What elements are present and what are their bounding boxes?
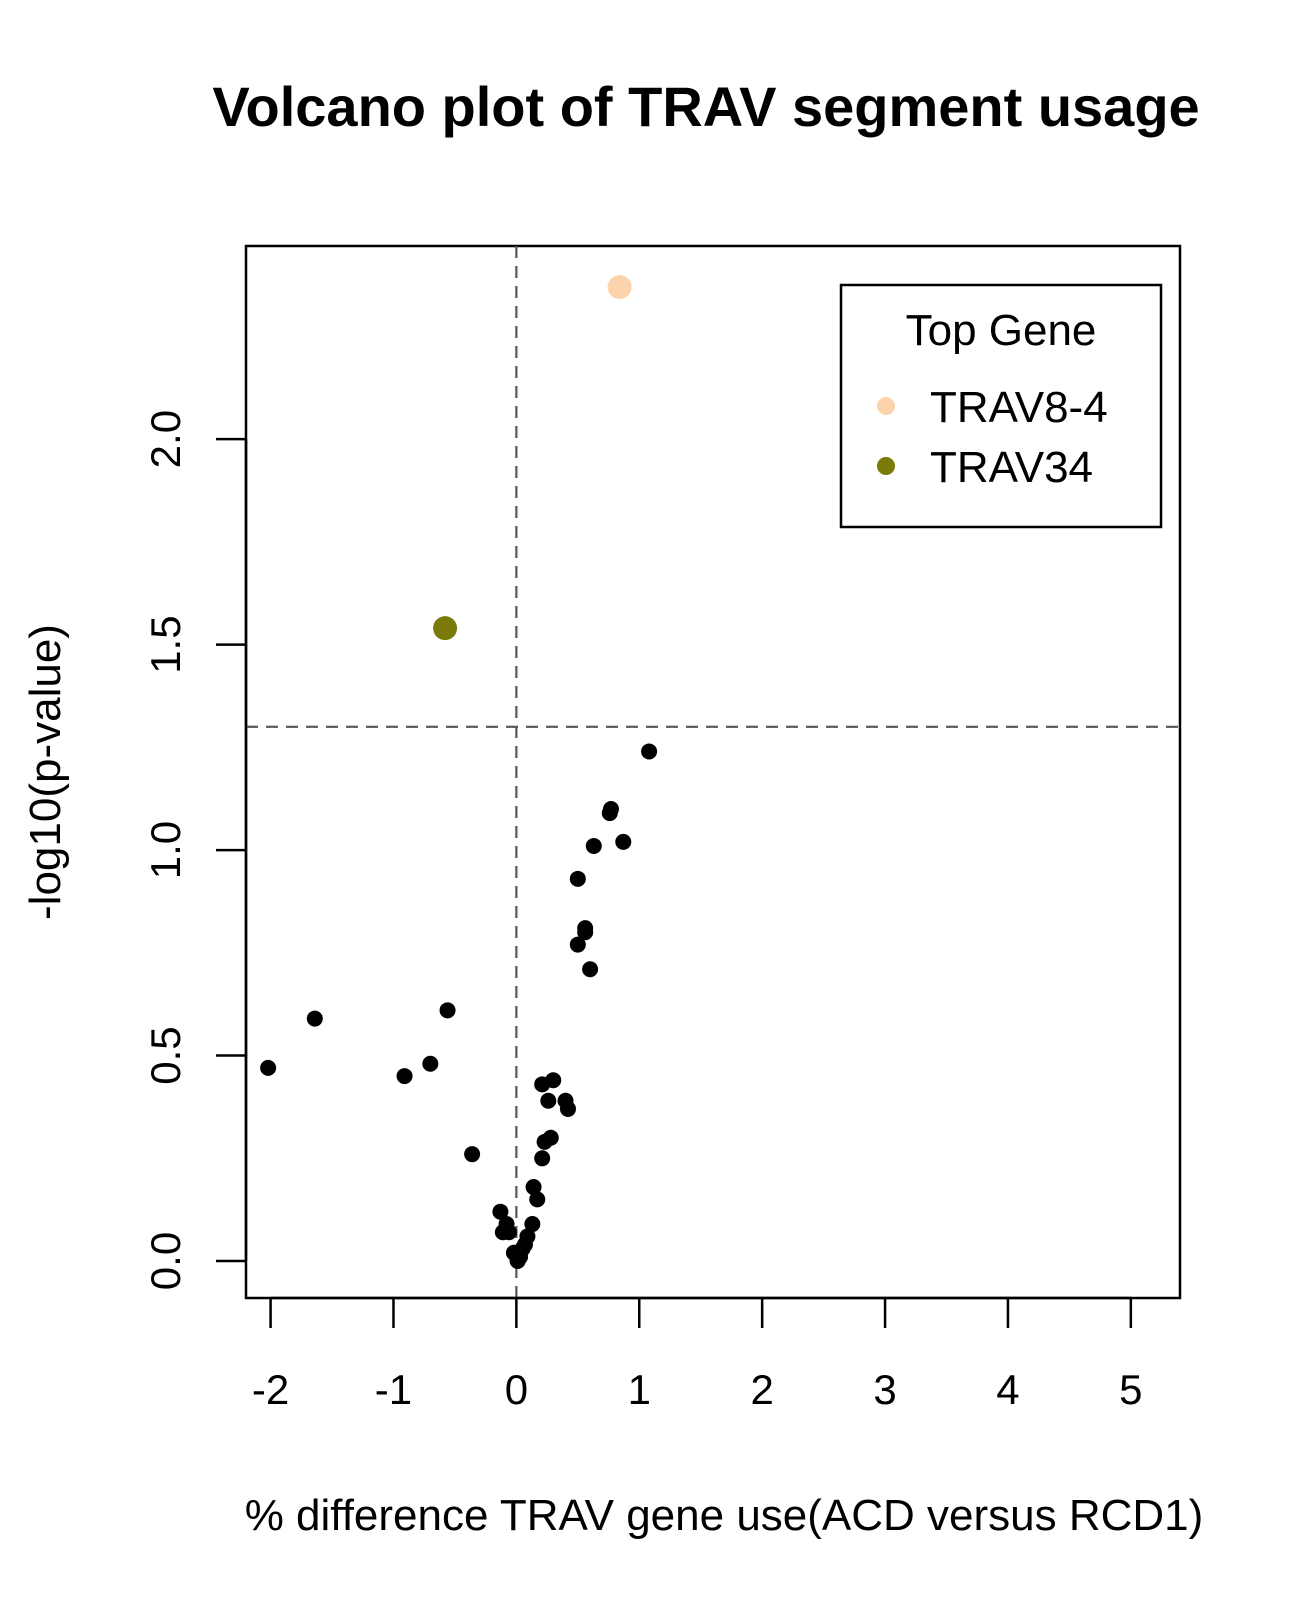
y-tick-label: 1.5 [142,615,189,673]
x-tick-label: 4 [996,1366,1019,1413]
data-point [529,1191,546,1208]
data-point [536,1133,553,1150]
data-point [569,870,586,887]
data-point [559,1100,576,1117]
highlight-point-trav34 [433,616,458,641]
highlight-point-trav8-4 [607,275,632,300]
x-axis-label: % difference TRAV gene use(ACD versus RC… [245,1491,1204,1540]
data-point [582,961,599,978]
data-point [260,1059,277,1076]
legend-label-trav8-4: TRAV8-4 [930,383,1108,432]
data-point [396,1068,413,1085]
x-tick-label: 5 [1119,1366,1142,1413]
data-point [585,837,602,854]
data-point [615,833,632,850]
legend-label-trav34: TRAV34 [930,443,1093,492]
data-point [439,1002,456,1019]
x-tick-label: -2 [252,1366,289,1413]
data-point [464,1146,481,1163]
data-points [260,743,658,1270]
x-tick-label: 1 [628,1366,651,1413]
data-point [577,924,594,941]
y-tick-label: 0.5 [142,1026,189,1084]
legend: Top Gene TRAV8-4 TRAV34 [839,283,1163,529]
y-axis-label: -log10(p-value) [21,624,70,920]
reference-lines [246,246,1180,1298]
chart-title: Volcano plot of TRAV segment usage [212,75,1199,138]
y-axis: 0.0 0.5 1.0 1.5 2.0 [142,410,248,1290]
data-point [601,805,618,822]
x-tick-label: 3 [873,1366,896,1413]
legend-box [839,283,1163,529]
x-axis: -2 -1 0 1 2 3 4 5 [252,1296,1143,1413]
x-tick-label: 2 [750,1366,773,1413]
data-point [500,1224,517,1241]
x-tick-label: -1 [375,1366,412,1413]
data-point [545,1072,562,1089]
data-point [509,1253,526,1270]
x-tick-label: 0 [505,1366,528,1413]
highlighted-points [433,275,632,641]
data-point [569,936,586,953]
data-point [422,1055,439,1072]
data-point [306,1010,323,1027]
y-tick-label: 0.0 [142,1232,189,1290]
y-tick-label: 2.0 [142,410,189,468]
data-point [492,1203,509,1220]
data-point [525,1179,542,1196]
legend-title: Top Gene [906,306,1097,355]
data-point [540,1092,557,1109]
legend-marker-trav8-4 [877,397,895,415]
data-point [641,743,658,760]
data-point [524,1216,541,1233]
data-point [534,1150,551,1167]
y-tick-label: 1.0 [142,821,189,879]
legend-marker-trav34 [877,457,895,475]
